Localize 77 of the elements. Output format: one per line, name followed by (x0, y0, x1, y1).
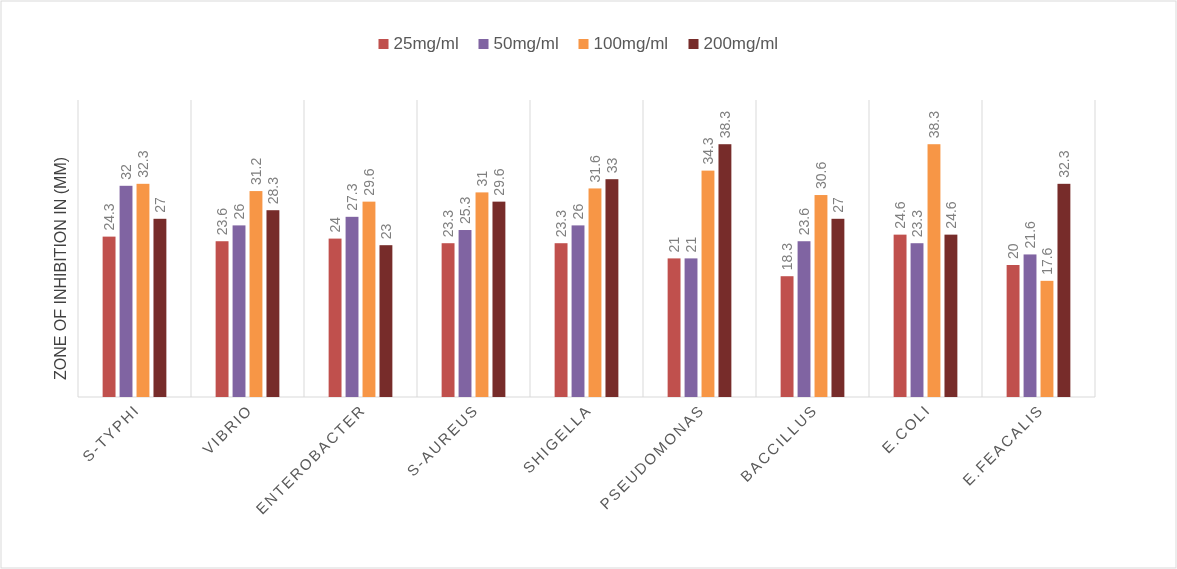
bar (153, 218, 167, 397)
bar (701, 170, 715, 397)
bar (249, 191, 263, 397)
bar (927, 144, 941, 397)
data-label: 18.3 (779, 242, 796, 271)
bar (684, 258, 698, 397)
bar (362, 201, 376, 397)
data-label: 32 (118, 164, 135, 180)
bar (1057, 183, 1071, 397)
legend-label: 25mg/ml (393, 34, 459, 53)
data-label: 17.6 (1038, 247, 1055, 275)
bar (328, 238, 342, 397)
bar (119, 185, 133, 397)
data-label: 24.6 (942, 201, 959, 229)
data-label: 26 (231, 203, 248, 220)
bar (345, 216, 359, 397)
bar (458, 230, 472, 397)
bar (780, 276, 794, 397)
data-label: 24.3 (101, 203, 118, 231)
legend-label: 100mg/ml (593, 34, 669, 53)
data-label: 20 (1005, 243, 1022, 259)
bar (571, 225, 585, 397)
bar (1006, 265, 1020, 397)
bar (554, 243, 568, 397)
data-label: 23 (377, 223, 394, 240)
bar (215, 241, 229, 397)
data-label: 23.6 (796, 207, 813, 236)
bar (136, 183, 150, 397)
data-label: 23.6 (214, 207, 231, 236)
data-label: 24 (327, 216, 344, 233)
data-label: 23.3 (909, 209, 926, 238)
data-label: 29.6 (360, 168, 377, 196)
data-label: 23.3 (440, 209, 457, 238)
data-label: 25.3 (457, 196, 474, 225)
legend-label: 50mg/ml (493, 34, 559, 53)
bar (814, 195, 828, 397)
data-label: 34.3 (699, 137, 716, 165)
data-label: 24.6 (892, 201, 909, 229)
bar (718, 144, 732, 397)
data-label: 28.3 (264, 176, 281, 205)
bar (944, 234, 958, 397)
bar (797, 241, 811, 397)
data-label: 31 (473, 170, 490, 187)
data-label: 32.3 (134, 150, 151, 178)
y-axis-title: ZONE OF INHIBITION IN (MM) (52, 156, 69, 381)
bar (475, 192, 489, 397)
data-label: 23.3 (553, 209, 570, 238)
bar (492, 201, 506, 397)
data-label: 38.3 (716, 110, 733, 139)
bar (667, 258, 681, 397)
data-label: 27.3 (344, 183, 361, 211)
data-label: 27 (829, 197, 846, 213)
data-label: 21.6 (1022, 220, 1039, 249)
bar (1040, 280, 1054, 397)
data-label: 30.6 (812, 161, 829, 190)
bar (893, 234, 907, 397)
data-label: 31.2 (247, 157, 264, 186)
data-label: 31.6 (586, 154, 603, 183)
bar (266, 210, 280, 397)
data-label: 21 (683, 236, 700, 253)
data-label: 38.3 (925, 110, 942, 139)
bar (379, 245, 393, 397)
data-label: 29.6 (490, 168, 507, 196)
bar (910, 243, 924, 397)
bar (232, 225, 246, 397)
data-label: 32.3 (1055, 150, 1072, 178)
legend-label: 200mg/ml (703, 34, 779, 53)
bar (102, 236, 116, 397)
data-label: 27 (151, 197, 168, 213)
bar (831, 218, 845, 397)
bar (1023, 254, 1037, 397)
data-label: 26 (570, 203, 587, 220)
data-label: 21 (666, 236, 683, 253)
bar (441, 243, 455, 397)
bar (605, 179, 619, 397)
data-label: 33 (603, 157, 620, 174)
bar (588, 188, 602, 397)
